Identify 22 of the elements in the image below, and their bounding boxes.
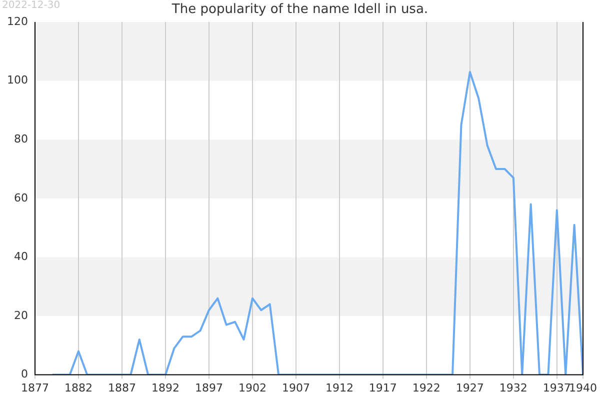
y-tick-label: 80 bbox=[14, 132, 28, 146]
y-tick-label: 40 bbox=[14, 250, 28, 264]
x-tick-label: 1927 bbox=[456, 381, 484, 394]
x-tick-label: 1912 bbox=[325, 381, 354, 394]
x-tick-label: 1937 bbox=[542, 381, 571, 394]
x-tick-label: 1940 bbox=[569, 381, 598, 394]
y-tick-label: 120 bbox=[6, 14, 28, 28]
x-tick-label: 1932 bbox=[499, 381, 528, 394]
x-tick-label: 1877 bbox=[20, 381, 49, 394]
x-tick-label: 1917 bbox=[368, 381, 397, 394]
y-tick-label: 60 bbox=[14, 191, 28, 204]
x-tick-label: 1902 bbox=[238, 381, 266, 394]
y-tick-label: 0 bbox=[20, 368, 28, 381]
y-tick-label: 100 bbox=[6, 74, 28, 87]
x-tick-label: 1907 bbox=[282, 381, 310, 394]
x-tick-label: 1892 bbox=[151, 381, 180, 394]
x-tick-label: 1887 bbox=[108, 381, 136, 394]
chart-title: The popularity of the name Idell in usa. bbox=[172, 2, 428, 17]
y-tick-label: 20 bbox=[14, 308, 28, 322]
x-tick-label: 1897 bbox=[194, 381, 223, 394]
x-tick-label: 1922 bbox=[412, 381, 440, 394]
x-tick-label: 1882 bbox=[64, 381, 92, 394]
